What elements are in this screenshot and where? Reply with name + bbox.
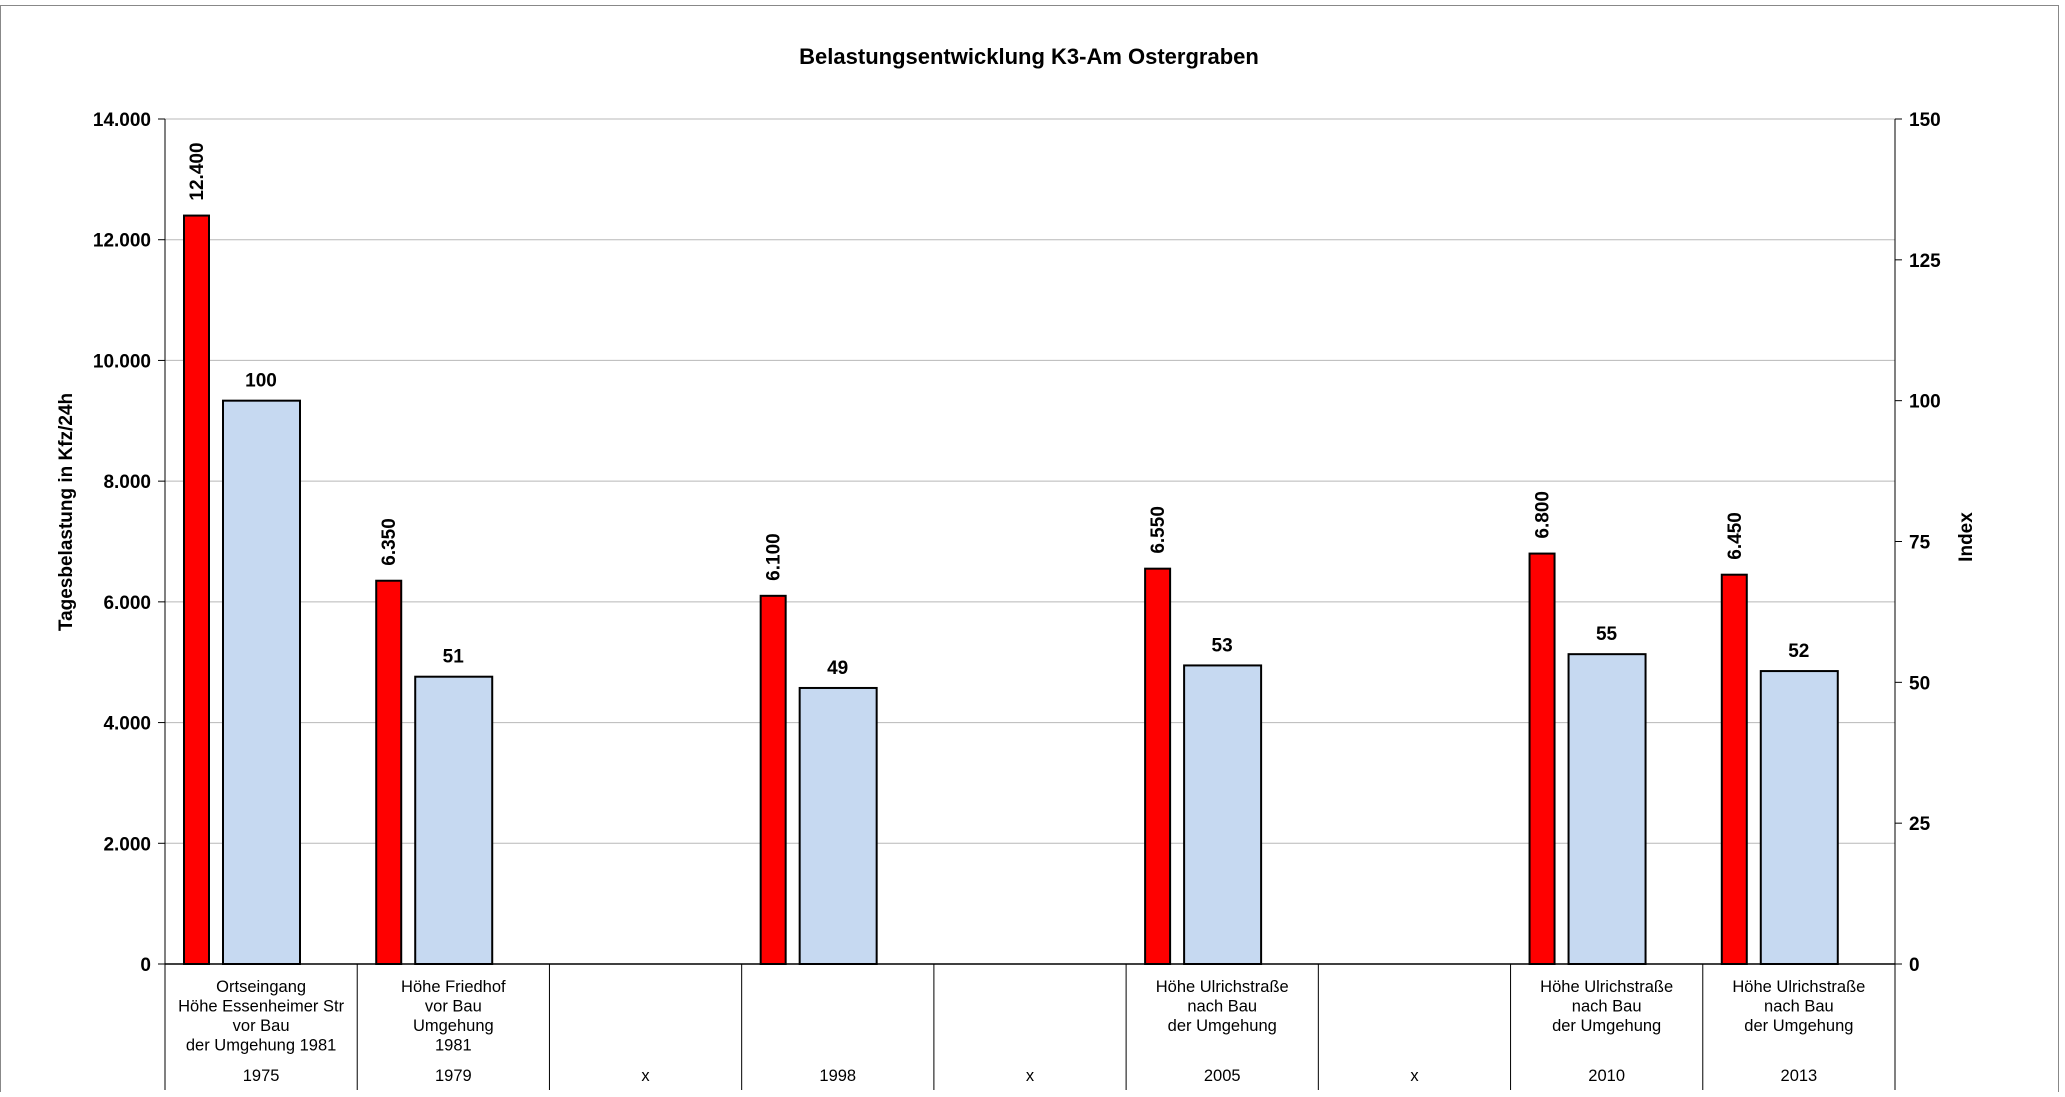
y-tick-label: 0 — [140, 955, 151, 976]
y2-tick-label: 125 — [1909, 251, 1941, 272]
bar-value-label: 6.550 — [1148, 506, 1169, 554]
bar-traffic-volume — [1144, 567, 1172, 965]
bar-traffic-volume — [183, 214, 210, 966]
x-year-label: 1979 — [435, 1067, 472, 1085]
bar-traffic-volume — [1528, 552, 1556, 965]
x-year-label: 2010 — [1588, 1067, 1625, 1085]
x-year-label: 2013 — [1781, 1067, 1818, 1085]
bar-traffic-volume — [759, 594, 787, 965]
x-category-label: Höhe Ulrichstraße — [1540, 978, 1673, 996]
x-category-label: der Umgehung — [1744, 1017, 1853, 1035]
x-category-label: Höhe Essenheimer Str — [178, 998, 344, 1016]
x-category-label: der Umgehung — [1552, 1017, 1661, 1035]
x-category-label: der Umgehung — [1168, 1017, 1277, 1035]
bar-index-label: 53 — [1212, 635, 1233, 656]
y-tick-label: 12.000 — [93, 231, 151, 252]
x-category-label: Ortseingang — [216, 978, 306, 996]
bar-index — [222, 399, 301, 965]
y2-tick-label: 100 — [1909, 392, 1941, 413]
chart-border — [0, 5, 2059, 1097]
y2-tick-label: 50 — [1909, 673, 1930, 694]
bar-value-label: 12.400 — [187, 142, 208, 200]
y-tick-label: 10.000 — [93, 351, 151, 372]
bar-value-label: 6.100 — [764, 533, 785, 581]
x-year-label: x — [1410, 1067, 1419, 1085]
bar-index — [1759, 670, 1839, 965]
x-year-label: 2005 — [1204, 1067, 1241, 1085]
y2-tick-label: 75 — [1909, 533, 1931, 554]
y-tick-label: 2.000 — [103, 834, 151, 855]
bar-index-label: 100 — [245, 371, 277, 392]
x-category-label: nach Bau — [1187, 998, 1257, 1016]
y-tick-label: 6.000 — [103, 593, 151, 614]
bar-index — [1183, 664, 1263, 966]
bar-traffic-volume — [1720, 573, 1748, 965]
y-tick-label: 14.000 — [93, 110, 151, 131]
x-category-label: vor Bau — [425, 998, 482, 1016]
y2-axis-label: Index — [1956, 512, 1977, 562]
x-year-label: 1975 — [243, 1067, 280, 1085]
x-category-label: vor Bau — [233, 1017, 290, 1035]
bar-value-label: 6.800 — [1533, 491, 1554, 539]
x-year-label: x — [1026, 1067, 1035, 1085]
x-year-label: x — [641, 1067, 650, 1085]
y2-tick-label: 150 — [1909, 110, 1941, 131]
bar-value-label: 6.350 — [379, 518, 400, 566]
bar-index-label: 51 — [443, 647, 465, 668]
x-category-label: nach Bau — [1764, 998, 1834, 1016]
bar-index-label: 52 — [1788, 641, 1809, 662]
bar-index — [1567, 653, 1647, 966]
x-category-label: nach Bau — [1572, 998, 1642, 1016]
bar-index — [414, 675, 494, 965]
y-tick-label: 8.000 — [103, 472, 151, 493]
y2-tick-label: 0 — [1909, 955, 1920, 976]
bar-traffic-volume — [375, 579, 403, 965]
y-tick-label: 4.000 — [103, 714, 151, 735]
y2-tick-label: 25 — [1909, 814, 1931, 835]
bar-index-label: 55 — [1596, 624, 1618, 645]
x-category-label: Höhe Ulrichstraße — [1156, 978, 1289, 996]
chart-title: Belastungsentwicklung K3-Am Ostergraben — [799, 44, 1259, 69]
x-year-label: 1998 — [819, 1067, 856, 1085]
x-category-label: 1981 — [435, 1037, 472, 1055]
bar-index-label: 49 — [827, 658, 848, 679]
plot-area: 0 2.000 4.000 6.000 8.000 10.000 12.000 14.000 0… — [93, 110, 1941, 1090]
x-category-label: Umgehung — [413, 1017, 494, 1035]
x-category-label: der Umgehung 1981 — [186, 1037, 336, 1055]
x-category-label: Höhe Friedhof — [401, 978, 506, 996]
x-category-label: Höhe Ulrichstraße — [1732, 978, 1865, 996]
bar-index — [798, 686, 878, 965]
y-axis-label: Tagesbelastung in Kfz/24h — [56, 393, 77, 631]
bar-value-label: 6.450 — [1725, 512, 1746, 560]
